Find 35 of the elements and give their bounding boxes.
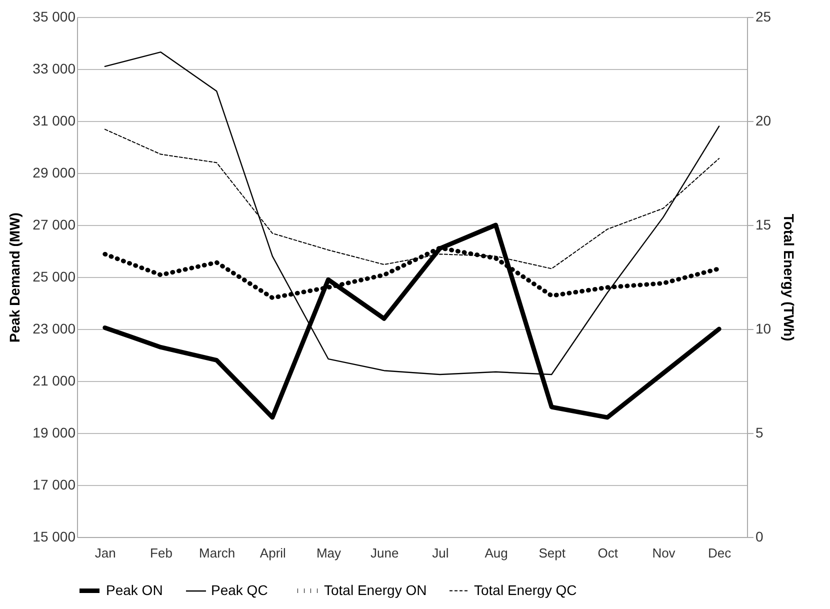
x-tick-label: March: [199, 546, 236, 560]
y2-tick-label: 15: [756, 216, 772, 232]
legend-label: Peak QC: [211, 582, 268, 598]
y-tick-label: 33 000: [32, 60, 76, 76]
y2-tick-label: 0: [756, 528, 764, 544]
x-tick-label: Sept: [538, 546, 566, 560]
x-tick-label: Nov: [652, 546, 676, 560]
y-tick-label: 35 000: [32, 8, 76, 24]
y2-tick-label: 10: [756, 320, 772, 336]
legend-label: Peak ON: [106, 582, 163, 598]
x-tick-label: Jan: [94, 546, 116, 560]
y2-tick-label: 5: [756, 424, 764, 440]
y2-axis-title: Total Energy (TWh): [781, 214, 798, 342]
x-tick-label: April: [260, 546, 286, 560]
y-axis-title: Peak Demand (MW): [6, 212, 23, 342]
y-tick-label: 15 000: [32, 528, 76, 544]
x-tick-label: Jul: [432, 546, 449, 560]
y-tick-label: 31 000: [32, 112, 76, 128]
y-tick-label: 27 000: [32, 216, 76, 232]
legend-label: Total Energy ON: [324, 582, 427, 598]
legend-label: Total Energy QC: [474, 582, 577, 598]
y2-tick-label: 20: [756, 112, 772, 128]
y-tick-label: 19 000: [32, 424, 76, 440]
y-tick-label: 23 000: [32, 320, 76, 336]
x-tick-label: May: [316, 546, 342, 560]
x-tick-label: Feb: [150, 546, 172, 560]
y-tick-label: 21 000: [32, 372, 76, 388]
x-tick-label: Dec: [708, 546, 732, 560]
x-tick-label: Oct: [598, 546, 618, 560]
y-tick-label: 25 000: [32, 268, 76, 284]
y2-tick-label: 25: [756, 8, 772, 24]
x-tick-label: Aug: [484, 546, 508, 560]
x-tick-label: June: [370, 546, 399, 560]
y-tick-label: 29 000: [32, 164, 76, 180]
y-tick-label: 17 000: [32, 476, 76, 492]
